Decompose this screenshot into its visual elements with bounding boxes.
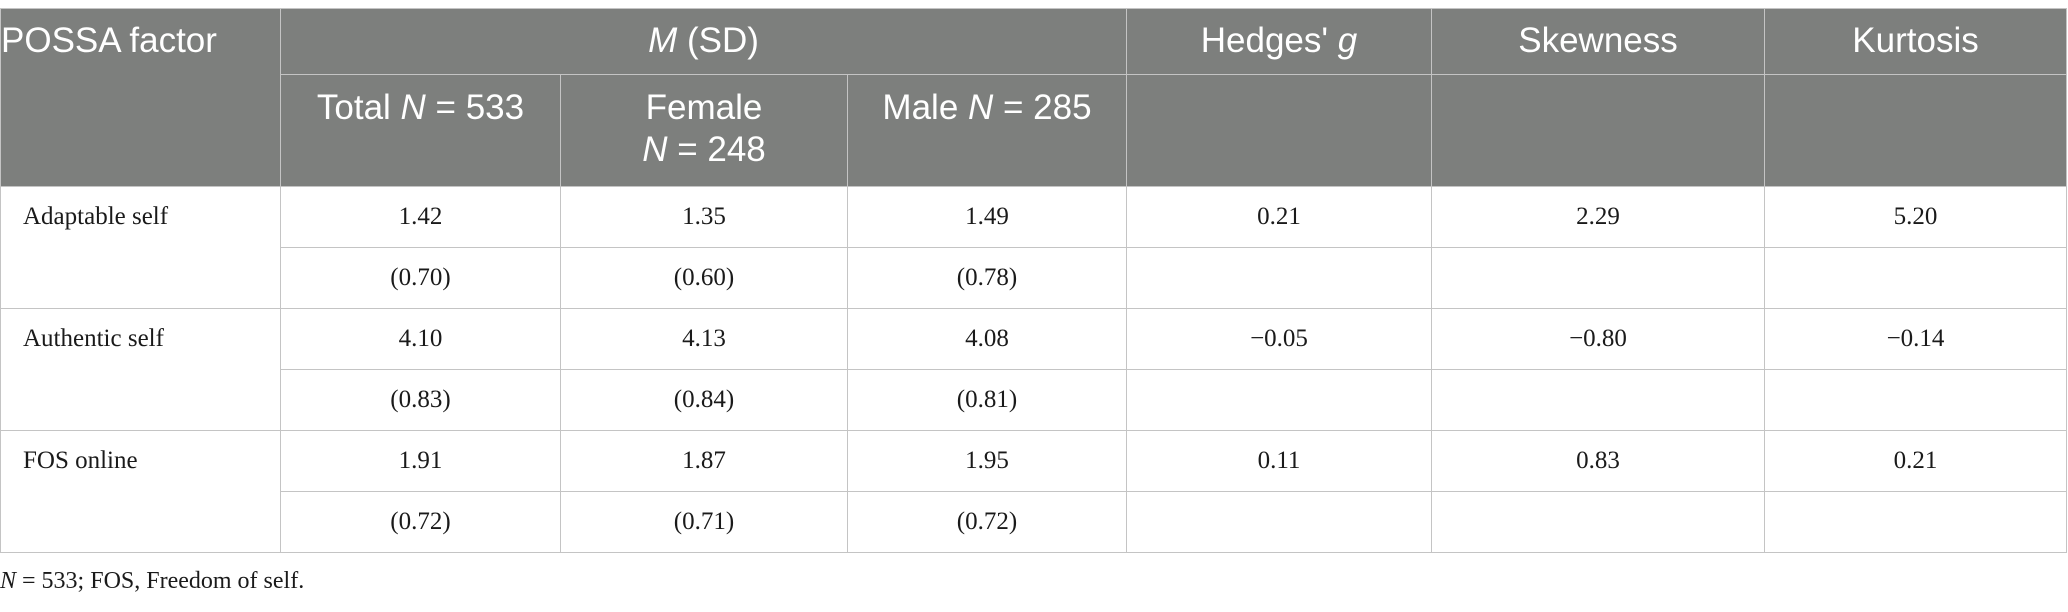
header-skewness-blank (1431, 74, 1766, 187)
header-hedges-text: Hedges' (1200, 21, 1338, 60)
header-possa-factor-label: POSSA factor (1, 21, 217, 60)
empty-cell (1126, 491, 1433, 553)
table-footnote: N = 533; FOS, Freedom of self. (0, 568, 304, 595)
header-sd-text: (SD) (677, 21, 759, 60)
mean-male-cell: 4.08 (846, 308, 1128, 370)
header-total: Total N = 533 (280, 74, 561, 187)
possa-statistics-table: POSSA factor M (SD) Hedges' g Skewness K… (0, 8, 2068, 553)
header-female-label: Female (645, 88, 763, 127)
factor-cell: FOS online (0, 430, 281, 553)
skewness-cell: 2.29 (1431, 186, 1766, 248)
header-row-2: Total N = 533 Female N = 248 Male N = 285 (1, 74, 2068, 187)
header-kurtosis-label: Kurtosis (1852, 21, 1979, 60)
kurtosis-cell: 5.20 (1764, 186, 2068, 248)
header-hedges-g-blank (1126, 74, 1433, 187)
header-possa-factor: POSSA factor (0, 8, 281, 187)
sd-female-cell: (0.60) (560, 247, 848, 309)
header-kurtosis: Kurtosis (1764, 8, 2068, 75)
empty-cell (1431, 247, 1766, 309)
table-body: Adaptable self 1.42 1.35 1.49 0.21 2.29 … (0, 186, 2068, 553)
table-row-fos-online-mean: FOS online 1.91 1.87 1.95 0.11 0.83 0.21 (0, 430, 2068, 553)
mean-female-cell: 1.87 (560, 430, 848, 492)
table-row-adaptable-self-sd: (0.70) (0.60) (0.78) (1, 247, 2068, 309)
factor-cell: Adaptable self (0, 186, 281, 309)
empty-cell (1764, 369, 2068, 431)
hedges-g-cell: 0.11 (1126, 430, 1433, 492)
mean-male-cell: 1.49 (846, 186, 1128, 248)
header-hedges-g: Hedges' g (1126, 8, 1433, 75)
header-total-n: N (400, 88, 426, 127)
mean-male-cell: 1.95 (846, 430, 1128, 492)
mean-total-cell: 1.91 (280, 430, 561, 492)
table-row-authentic-self-mean: Authentic self 4.10 4.13 4.08 −0.05 −0.8… (0, 308, 2068, 431)
hedges-g-cell: −0.05 (1126, 308, 1433, 370)
header-mean-symbol: M (648, 21, 678, 60)
mean-total-cell: 1.42 (280, 186, 561, 248)
kurtosis-cell: 0.21 (1764, 430, 2068, 492)
sd-male-cell: (0.78) (846, 247, 1128, 309)
empty-cell (1764, 491, 2068, 553)
header-kurtosis-blank (1764, 74, 2068, 187)
header-female: Female N = 248 (560, 74, 848, 187)
header-male-prefix: Male (882, 88, 969, 127)
header-hedges-g-symbol: g (1337, 21, 1358, 60)
header-male: Male N = 285 (846, 74, 1128, 187)
hedges-g-cell: 0.21 (1126, 186, 1433, 248)
mean-female-cell: 1.35 (560, 186, 848, 248)
empty-cell (1431, 369, 1766, 431)
sd-total-cell: (0.83) (280, 369, 561, 431)
sd-female-cell: (0.84) (560, 369, 848, 431)
table-row-fos-online-sd: (0.72) (0.71) (0.72) (1, 491, 2068, 553)
mean-total-cell: 4.10 (280, 308, 561, 370)
footnote-n-symbol: N (0, 568, 17, 594)
sd-male-cell: (0.72) (846, 491, 1128, 553)
table-row-adaptable-self-mean: Adaptable self 1.42 1.35 1.49 0.21 2.29 … (0, 186, 2068, 309)
table-header: POSSA factor M (SD) Hedges' g Skewness K… (0, 8, 2068, 187)
header-female-n: N (642, 130, 668, 169)
empty-cell (1764, 247, 2068, 309)
factor-cell: Authentic self (0, 308, 281, 431)
header-male-suffix: = 285 (993, 88, 1092, 127)
header-skewness-label: Skewness (1518, 21, 1678, 60)
skewness-cell: −0.80 (1431, 308, 1766, 370)
header-skewness: Skewness (1431, 8, 1766, 75)
header-mean-sd: M (SD) (279, 8, 1128, 75)
header-total-prefix: Total (316, 88, 401, 127)
footnote-text: = 533; FOS, Freedom of self. (16, 568, 305, 594)
kurtosis-cell: −0.14 (1764, 308, 2068, 370)
table-row-authentic-self-sd: (0.83) (0.84) (0.81) (1, 369, 2068, 431)
sd-total-cell: (0.70) (280, 247, 561, 309)
sd-female-cell: (0.71) (560, 491, 848, 553)
header-female-suffix: = 248 (667, 130, 766, 169)
sd-total-cell: (0.72) (280, 491, 561, 553)
skewness-cell: 0.83 (1431, 430, 1766, 492)
mean-female-cell: 4.13 (560, 308, 848, 370)
empty-cell (1126, 369, 1433, 431)
header-total-suffix: = 533 (425, 88, 525, 127)
header-male-n: N (968, 88, 994, 127)
sd-male-cell: (0.81) (846, 369, 1128, 431)
empty-cell (1126, 247, 1433, 309)
header-row-1: POSSA factor M (SD) Hedges' g Skewness K… (0, 8, 2068, 187)
empty-cell (1431, 491, 1766, 553)
